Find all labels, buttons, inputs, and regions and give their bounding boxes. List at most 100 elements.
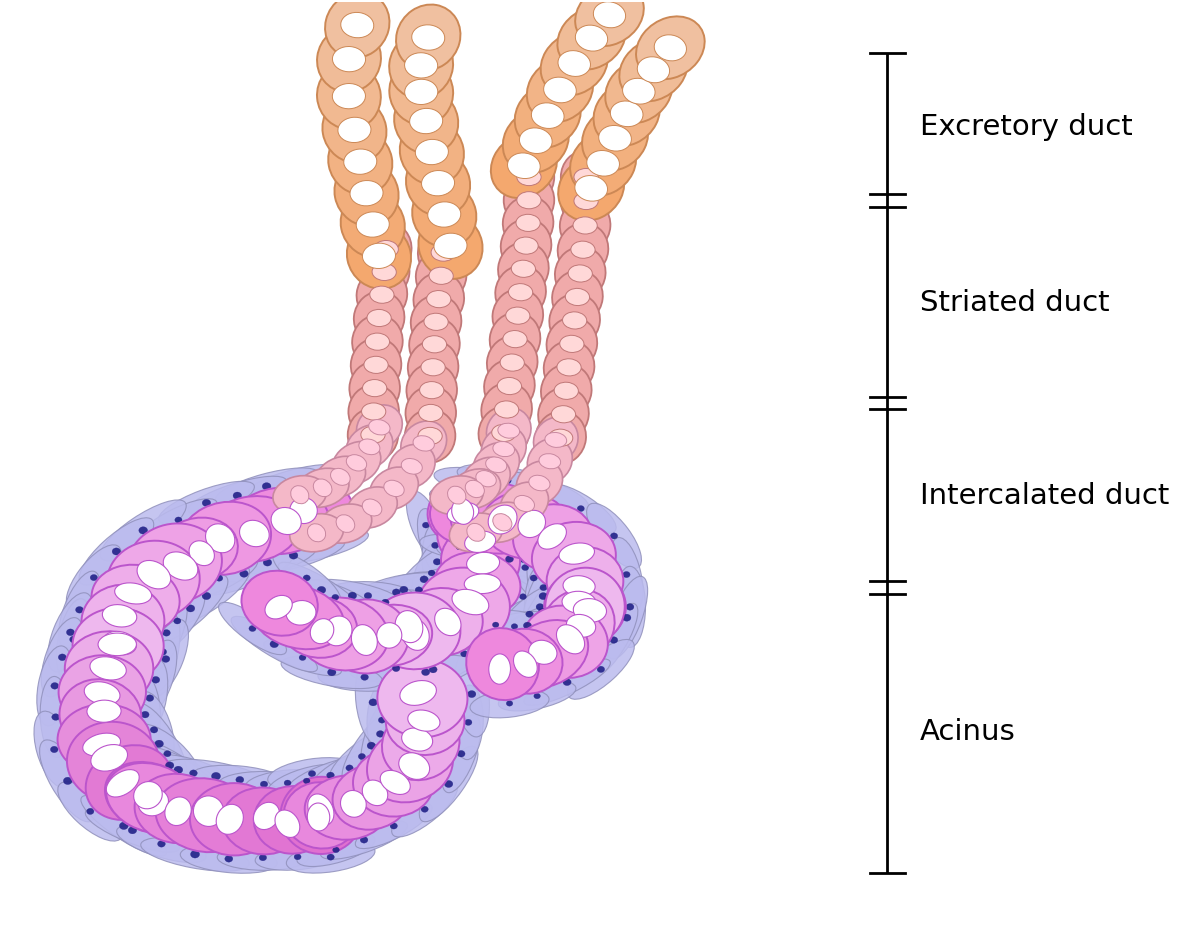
Ellipse shape [377, 659, 468, 738]
Ellipse shape [598, 667, 605, 673]
Ellipse shape [104, 762, 197, 833]
Ellipse shape [450, 485, 455, 489]
Ellipse shape [503, 500, 510, 506]
Ellipse shape [72, 608, 163, 683]
Ellipse shape [527, 58, 593, 123]
Ellipse shape [516, 462, 563, 506]
Ellipse shape [503, 109, 569, 174]
Ellipse shape [217, 845, 308, 870]
Ellipse shape [377, 655, 475, 690]
Ellipse shape [48, 593, 94, 672]
Ellipse shape [335, 161, 398, 227]
Ellipse shape [218, 603, 287, 655]
Ellipse shape [488, 517, 529, 543]
Ellipse shape [506, 546, 562, 611]
Ellipse shape [469, 600, 538, 667]
Ellipse shape [557, 625, 584, 654]
Ellipse shape [150, 589, 205, 654]
Ellipse shape [404, 410, 455, 464]
Ellipse shape [473, 443, 520, 488]
Ellipse shape [370, 593, 460, 669]
Ellipse shape [50, 683, 59, 690]
Ellipse shape [486, 458, 506, 473]
Ellipse shape [421, 360, 445, 376]
Ellipse shape [550, 445, 571, 485]
Ellipse shape [128, 827, 137, 834]
Ellipse shape [332, 847, 340, 853]
Ellipse shape [563, 576, 595, 597]
Ellipse shape [520, 557, 528, 564]
Ellipse shape [326, 854, 335, 860]
Ellipse shape [163, 751, 172, 757]
Ellipse shape [325, 0, 390, 59]
Ellipse shape [299, 655, 306, 661]
Ellipse shape [358, 405, 382, 443]
Ellipse shape [623, 615, 631, 621]
Ellipse shape [470, 690, 550, 718]
Ellipse shape [574, 218, 598, 235]
Ellipse shape [457, 751, 466, 757]
Ellipse shape [492, 622, 499, 628]
Ellipse shape [562, 591, 596, 614]
Ellipse shape [490, 629, 563, 694]
Ellipse shape [563, 679, 571, 686]
Ellipse shape [418, 428, 443, 445]
Ellipse shape [427, 203, 461, 228]
Ellipse shape [56, 599, 91, 680]
Ellipse shape [224, 856, 233, 862]
Ellipse shape [448, 469, 490, 495]
Ellipse shape [514, 496, 534, 512]
Ellipse shape [614, 566, 646, 648]
Ellipse shape [414, 273, 464, 326]
Ellipse shape [330, 469, 350, 486]
Ellipse shape [522, 565, 529, 571]
Ellipse shape [283, 782, 359, 848]
Ellipse shape [305, 776, 390, 840]
Ellipse shape [478, 539, 484, 543]
Ellipse shape [341, 13, 373, 39]
Ellipse shape [134, 641, 176, 719]
Ellipse shape [534, 693, 540, 699]
Ellipse shape [457, 531, 503, 552]
Ellipse shape [286, 601, 316, 626]
Ellipse shape [346, 425, 392, 469]
Ellipse shape [127, 524, 222, 603]
Ellipse shape [355, 804, 432, 849]
Ellipse shape [410, 296, 461, 349]
Ellipse shape [610, 637, 618, 643]
Ellipse shape [400, 680, 437, 705]
Text: Excretory duct: Excretory duct [920, 113, 1133, 141]
Ellipse shape [377, 623, 402, 649]
Ellipse shape [594, 83, 660, 147]
Ellipse shape [482, 552, 491, 560]
Ellipse shape [70, 636, 78, 643]
Ellipse shape [86, 701, 121, 722]
Ellipse shape [342, 708, 401, 783]
Ellipse shape [391, 781, 457, 837]
Ellipse shape [444, 781, 452, 788]
Ellipse shape [557, 423, 576, 463]
Ellipse shape [450, 483, 542, 554]
Ellipse shape [372, 264, 396, 281]
Ellipse shape [548, 430, 572, 447]
Ellipse shape [517, 193, 541, 210]
Ellipse shape [278, 563, 365, 618]
Ellipse shape [476, 471, 497, 488]
Ellipse shape [364, 593, 372, 599]
Ellipse shape [328, 669, 336, 676]
Ellipse shape [402, 729, 433, 751]
Ellipse shape [361, 674, 368, 680]
Ellipse shape [498, 243, 548, 296]
Ellipse shape [500, 220, 551, 273]
Ellipse shape [295, 469, 340, 491]
Ellipse shape [248, 626, 256, 632]
Ellipse shape [532, 522, 616, 592]
Ellipse shape [529, 476, 550, 491]
Ellipse shape [481, 384, 532, 437]
Ellipse shape [308, 770, 316, 777]
Ellipse shape [366, 422, 372, 426]
Ellipse shape [287, 841, 374, 873]
Text: Acinus: Acinus [920, 717, 1015, 744]
Ellipse shape [606, 577, 648, 659]
Ellipse shape [218, 543, 317, 582]
